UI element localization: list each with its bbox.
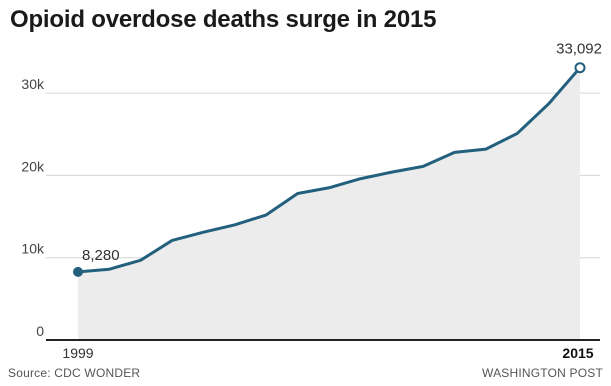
x-tick-label-end: 2015 bbox=[562, 345, 593, 361]
data-point-end bbox=[574, 62, 586, 74]
y-tick-label: 30k bbox=[21, 76, 45, 92]
data-labels: 8,280 33,092 bbox=[82, 41, 602, 264]
chart-title: Opioid overdose deaths surge in 2015 bbox=[10, 6, 437, 33]
data-points bbox=[73, 62, 586, 277]
source-note: Source: CDC WONDER bbox=[8, 366, 141, 380]
x-axis-labels: 1999 2015 bbox=[62, 345, 593, 361]
publisher-credit: WASHINGTON POST bbox=[481, 366, 603, 380]
series-line-overdose-deaths bbox=[76, 66, 582, 274]
data-label-end: 33,092 bbox=[556, 41, 602, 58]
y-axis-ticks: 0 10k 20k 30k bbox=[21, 76, 45, 339]
y-tick-label: 20k bbox=[21, 158, 45, 174]
data-label-start: 8,280 bbox=[82, 247, 120, 264]
y-tick-label: 0 bbox=[36, 323, 44, 339]
data-point-start bbox=[73, 266, 83, 277]
area-fill bbox=[78, 67, 580, 341]
x-tick-label-start: 1999 bbox=[62, 345, 93, 361]
y-tick-label: 10k bbox=[21, 241, 45, 257]
